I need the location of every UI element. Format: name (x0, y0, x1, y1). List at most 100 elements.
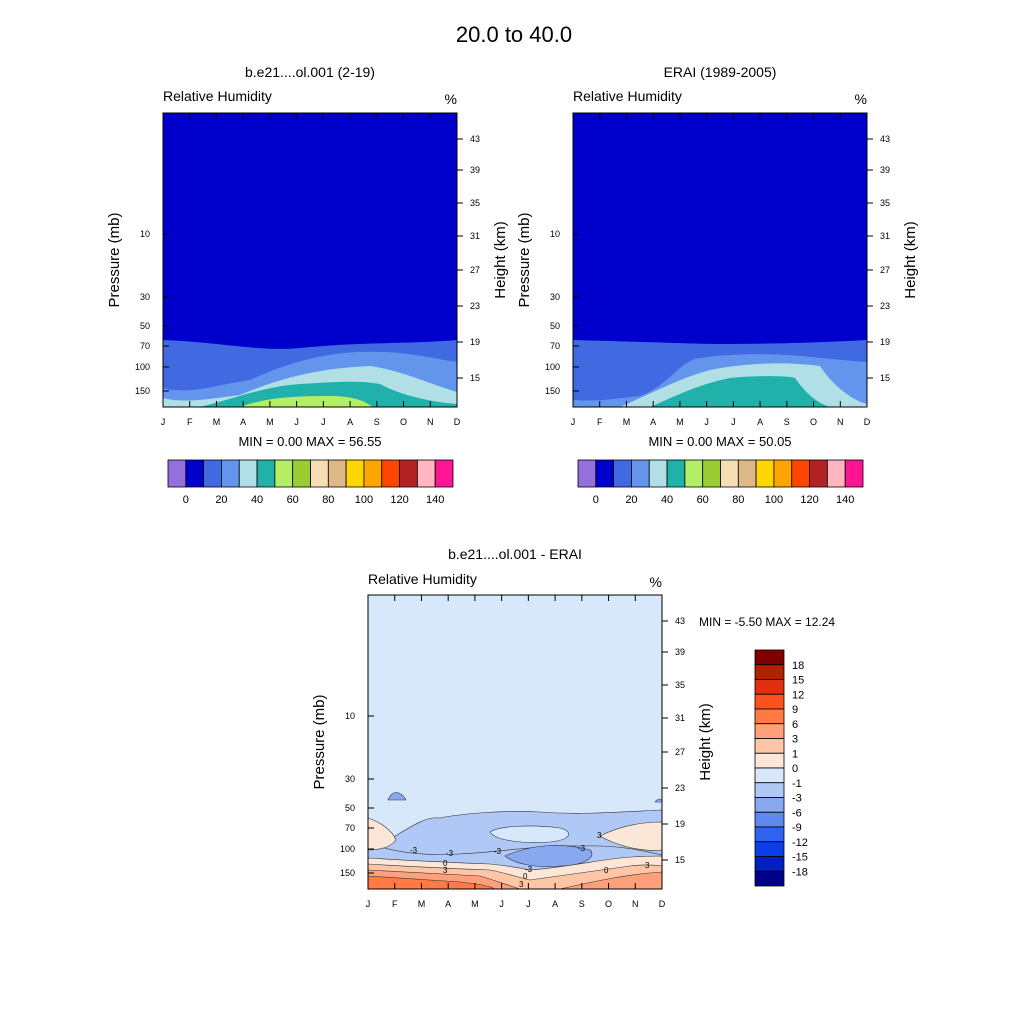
colorbar-label: 20 (625, 494, 637, 506)
y-tick-label: 100 (135, 362, 150, 372)
y2-tick-label: 19 (880, 337, 890, 347)
x-tick-label: O (605, 899, 612, 909)
colorbar-label: -1 (792, 778, 802, 790)
panel-model-stats: MIN = 0.00 MAX = 56.55 (238, 434, 381, 449)
y2-tick-label: 23 (675, 783, 685, 793)
x-tick-label: J (321, 417, 326, 427)
colorbar-label: -3 (792, 793, 802, 805)
y-tick-label: 30 (550, 292, 560, 302)
contour-label: -3 (446, 849, 454, 858)
colorbar-label: 100 (355, 494, 373, 506)
panel-model: b.e21....ol.001 (2-19) Relative Humidity… (106, 64, 509, 506)
colorbar-label: 80 (322, 494, 334, 506)
y2-tick-label: 23 (470, 301, 480, 311)
y-tick-label: 70 (140, 341, 150, 351)
x-tick-label: M (418, 899, 426, 909)
x-tick-label: S (784, 417, 790, 427)
colorbar-swatch (773, 459, 793, 488)
y-tick-label: 10 (345, 711, 355, 721)
colorbar-label: 60 (697, 494, 709, 506)
panel-diff-ylabel-right: Height (km) (697, 703, 714, 781)
colorbar-swatch (844, 459, 864, 488)
x-tick-label: N (837, 417, 844, 427)
x-tick-label: F (392, 899, 398, 909)
y-tick-label: 50 (140, 321, 150, 331)
colorbar-label: 18 (792, 660, 804, 672)
colorbar-label: -9 (792, 822, 802, 834)
colorbar-swatch (809, 459, 828, 488)
contour-label: -3 (494, 847, 502, 856)
colorbar-label: 1 (792, 748, 798, 760)
x-tick-label: S (579, 899, 585, 909)
y2-tick-label: 39 (675, 647, 685, 657)
x-tick-label: A (347, 417, 353, 427)
colorbar-label: -12 (792, 837, 808, 849)
colorbar-swatch (595, 459, 615, 488)
panel-erai-stats: MIN = 0.00 MAX = 50.05 (648, 434, 791, 449)
panel-diff-ylabel: Pressure (mb) (311, 694, 328, 789)
colorbar-label: 60 (287, 494, 299, 506)
colorbar-swatch (754, 856, 785, 872)
x-tick-label: A (650, 417, 656, 427)
colorbar-swatch (203, 459, 222, 488)
panel-diff-contour-labels: -3 -3 -3 -3 0 3 -3 0 3 3 0 3 (410, 831, 650, 889)
panel-erai: ERAI (1989-2005) Relative Humidity % Pre… (516, 64, 919, 506)
colorbar-swatch (221, 459, 240, 488)
contour-label: -3 (410, 846, 418, 855)
colorbar-swatch (754, 826, 785, 843)
colorbar-swatch (381, 459, 400, 488)
colorbar-swatch (754, 811, 785, 828)
colorbar-label: 80 (732, 494, 744, 506)
colorbar-swatch (791, 459, 810, 488)
y2-tick-label: 31 (675, 713, 685, 723)
panel-erai-ylabel-right: Height (km) (902, 221, 919, 299)
panel-erai-colorbar: 0 20 40 60 80 100 120 140 (577, 459, 864, 506)
panel-diff-plot: -3 -3 -3 -3 0 3 -3 0 3 3 0 3 (367, 594, 663, 890)
colorbar-swatch (310, 459, 329, 488)
colorbar-swatch (754, 679, 785, 695)
y2-tick-label: 27 (470, 265, 480, 275)
panel-diff: b.e21....ol.001 - ERAI Relative Humidity… (311, 546, 835, 890)
x-tick-label: F (187, 417, 193, 427)
contour-label: 0 (443, 859, 448, 868)
colorbar-swatch (826, 459, 846, 488)
colorbar-swatch (684, 459, 704, 488)
colorbar-swatch (754, 708, 785, 725)
colorbar-swatch (754, 723, 785, 739)
y-tick-label: 100 (340, 844, 355, 854)
x-tick-label: M (213, 417, 221, 427)
y2-tick-label: 23 (880, 301, 890, 311)
colorbar-swatch (167, 459, 187, 488)
colorbar-label: 140 (426, 494, 444, 506)
colorbar-swatch (399, 459, 418, 488)
panel-model-colorbar: 0 20 40 60 80 100 120 140 (167, 459, 454, 506)
colorbar-label: 20 (215, 494, 227, 506)
panel-diff-colorbar: 18 15 12 9 6 3 1 0 -1 -3 -6 -9 -12 -15 -18 (754, 649, 808, 887)
x-tick-label: J (571, 417, 576, 427)
y-tick-label: 10 (550, 229, 560, 239)
contour-label: -3 (525, 865, 533, 874)
colorbar-swatch (434, 459, 454, 488)
panel-erai-unit: % (855, 91, 867, 107)
x-tick-label: M (471, 899, 479, 909)
y-tick-label: 100 (545, 362, 560, 372)
colorbar-swatch (416, 459, 436, 488)
x-tick-label: O (400, 417, 407, 427)
colorbar-label: 12 (792, 689, 804, 701)
x-tick-label: A (757, 417, 763, 427)
panel-diff-stats: MIN = -5.50 MAX = 12.24 (699, 615, 835, 629)
colorbar-swatch (754, 693, 785, 710)
colorbar-swatch (345, 459, 365, 488)
panel-axes: J F M A M J J A S O N D1030507010015043393531272319… (340, 595, 685, 909)
x-tick-label: A (240, 417, 246, 427)
colorbar-label: 0 (792, 763, 798, 775)
colorbar-swatch (648, 459, 668, 488)
colorbar-label: 40 (661, 494, 673, 506)
panel-axes: J F M A M J J A S O N D1030507010015043393531272319… (135, 113, 480, 427)
x-tick-label: M (623, 417, 631, 427)
x-tick-label: A (445, 899, 451, 909)
y2-tick-label: 43 (470, 134, 480, 144)
colorbar-swatch (754, 767, 785, 784)
x-tick-label: J (294, 417, 299, 427)
